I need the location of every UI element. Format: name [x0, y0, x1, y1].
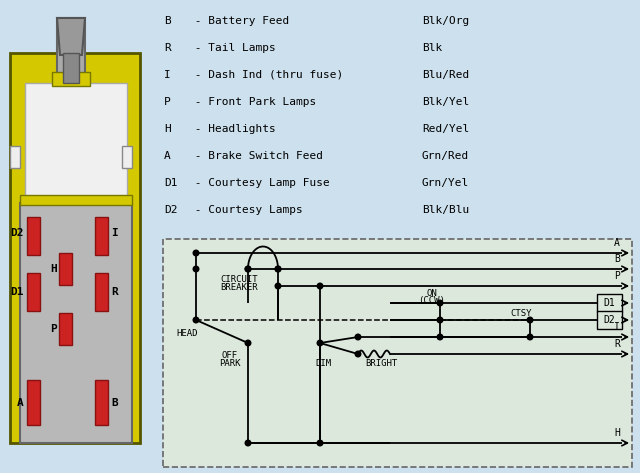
Text: DIM: DIM [315, 359, 331, 368]
Text: R: R [164, 43, 171, 53]
Text: D2: D2 [10, 228, 24, 238]
Text: - Tail Lamps: - Tail Lamps [188, 43, 276, 53]
Text: H: H [614, 428, 620, 438]
Text: P: P [51, 324, 57, 334]
Text: Red/Yel: Red/Yel [422, 124, 469, 134]
FancyBboxPatch shape [95, 273, 108, 311]
Text: - Headlights: - Headlights [188, 124, 276, 134]
Text: B: B [614, 254, 620, 264]
Text: Grn/Yel: Grn/Yel [422, 178, 469, 188]
FancyBboxPatch shape [597, 311, 622, 329]
Text: D1: D1 [603, 298, 615, 308]
Text: Blk: Blk [422, 43, 442, 53]
Polygon shape [57, 18, 85, 55]
Text: BREAKER: BREAKER [220, 283, 258, 292]
FancyBboxPatch shape [163, 239, 632, 467]
FancyBboxPatch shape [20, 195, 132, 205]
Text: Blk/Org: Blk/Org [422, 16, 469, 26]
Circle shape [245, 440, 251, 446]
Text: I: I [164, 70, 171, 80]
FancyBboxPatch shape [27, 273, 40, 311]
Text: (CCW): (CCW) [419, 297, 445, 306]
Circle shape [317, 283, 323, 289]
Text: Blk/Yel: Blk/Yel [422, 97, 469, 107]
FancyBboxPatch shape [95, 217, 108, 255]
Text: A: A [614, 238, 620, 248]
Circle shape [527, 317, 532, 323]
Text: D2: D2 [164, 205, 177, 215]
FancyBboxPatch shape [52, 72, 90, 86]
Text: - Dash Ind (thru fuse): - Dash Ind (thru fuse) [188, 70, 343, 80]
Text: I: I [614, 322, 620, 332]
FancyBboxPatch shape [57, 18, 85, 83]
FancyBboxPatch shape [95, 380, 108, 425]
Text: D2: D2 [603, 315, 615, 325]
FancyBboxPatch shape [25, 83, 127, 201]
Text: CTSY: CTSY [510, 308, 531, 317]
Circle shape [275, 266, 281, 272]
Text: - Brake Switch Feed: - Brake Switch Feed [188, 151, 323, 161]
FancyBboxPatch shape [27, 217, 40, 255]
Text: H: H [51, 264, 57, 274]
Text: HEAD: HEAD [176, 329, 198, 338]
Circle shape [245, 266, 251, 272]
Text: - Courtesy Lamp Fuse: - Courtesy Lamp Fuse [188, 178, 330, 188]
Circle shape [355, 351, 361, 357]
FancyBboxPatch shape [59, 253, 72, 285]
FancyBboxPatch shape [10, 146, 20, 168]
Text: P: P [164, 97, 171, 107]
FancyBboxPatch shape [10, 53, 140, 443]
FancyBboxPatch shape [597, 294, 622, 312]
Text: CIRCUIT: CIRCUIT [220, 274, 258, 283]
Circle shape [437, 300, 443, 306]
Circle shape [317, 340, 323, 346]
Text: Blu/Red: Blu/Red [422, 70, 469, 80]
Circle shape [193, 266, 199, 272]
Text: D1: D1 [10, 287, 24, 297]
Circle shape [193, 250, 199, 256]
Text: B: B [111, 398, 118, 408]
Text: P: P [614, 271, 620, 281]
Circle shape [245, 340, 251, 346]
Text: H: H [164, 124, 171, 134]
Circle shape [193, 317, 199, 323]
Text: ON: ON [427, 289, 437, 298]
FancyBboxPatch shape [63, 53, 79, 83]
Circle shape [275, 283, 281, 289]
Circle shape [527, 334, 532, 340]
Text: - Front Park Lamps: - Front Park Lamps [188, 97, 316, 107]
Text: A: A [164, 151, 171, 161]
Text: PARK: PARK [220, 359, 241, 368]
FancyBboxPatch shape [59, 313, 72, 345]
FancyBboxPatch shape [27, 380, 40, 425]
Text: BRIGHT: BRIGHT [365, 359, 397, 368]
Circle shape [317, 440, 323, 446]
Text: - Courtesy Lamps: - Courtesy Lamps [188, 205, 303, 215]
Text: Blk/Blu: Blk/Blu [422, 205, 469, 215]
Text: A: A [17, 398, 24, 408]
Circle shape [437, 317, 443, 323]
Circle shape [245, 266, 251, 272]
Text: I: I [111, 228, 118, 238]
Circle shape [355, 334, 361, 340]
Text: B: B [164, 16, 171, 26]
Text: OFF: OFF [222, 350, 238, 359]
FancyBboxPatch shape [122, 146, 132, 168]
FancyBboxPatch shape [20, 203, 132, 443]
Text: R: R [111, 287, 118, 297]
Text: D1: D1 [164, 178, 177, 188]
Circle shape [437, 334, 443, 340]
Text: Grn/Red: Grn/Red [422, 151, 469, 161]
Text: R: R [614, 339, 620, 349]
Circle shape [275, 266, 281, 272]
Text: - Battery Feed: - Battery Feed [188, 16, 289, 26]
